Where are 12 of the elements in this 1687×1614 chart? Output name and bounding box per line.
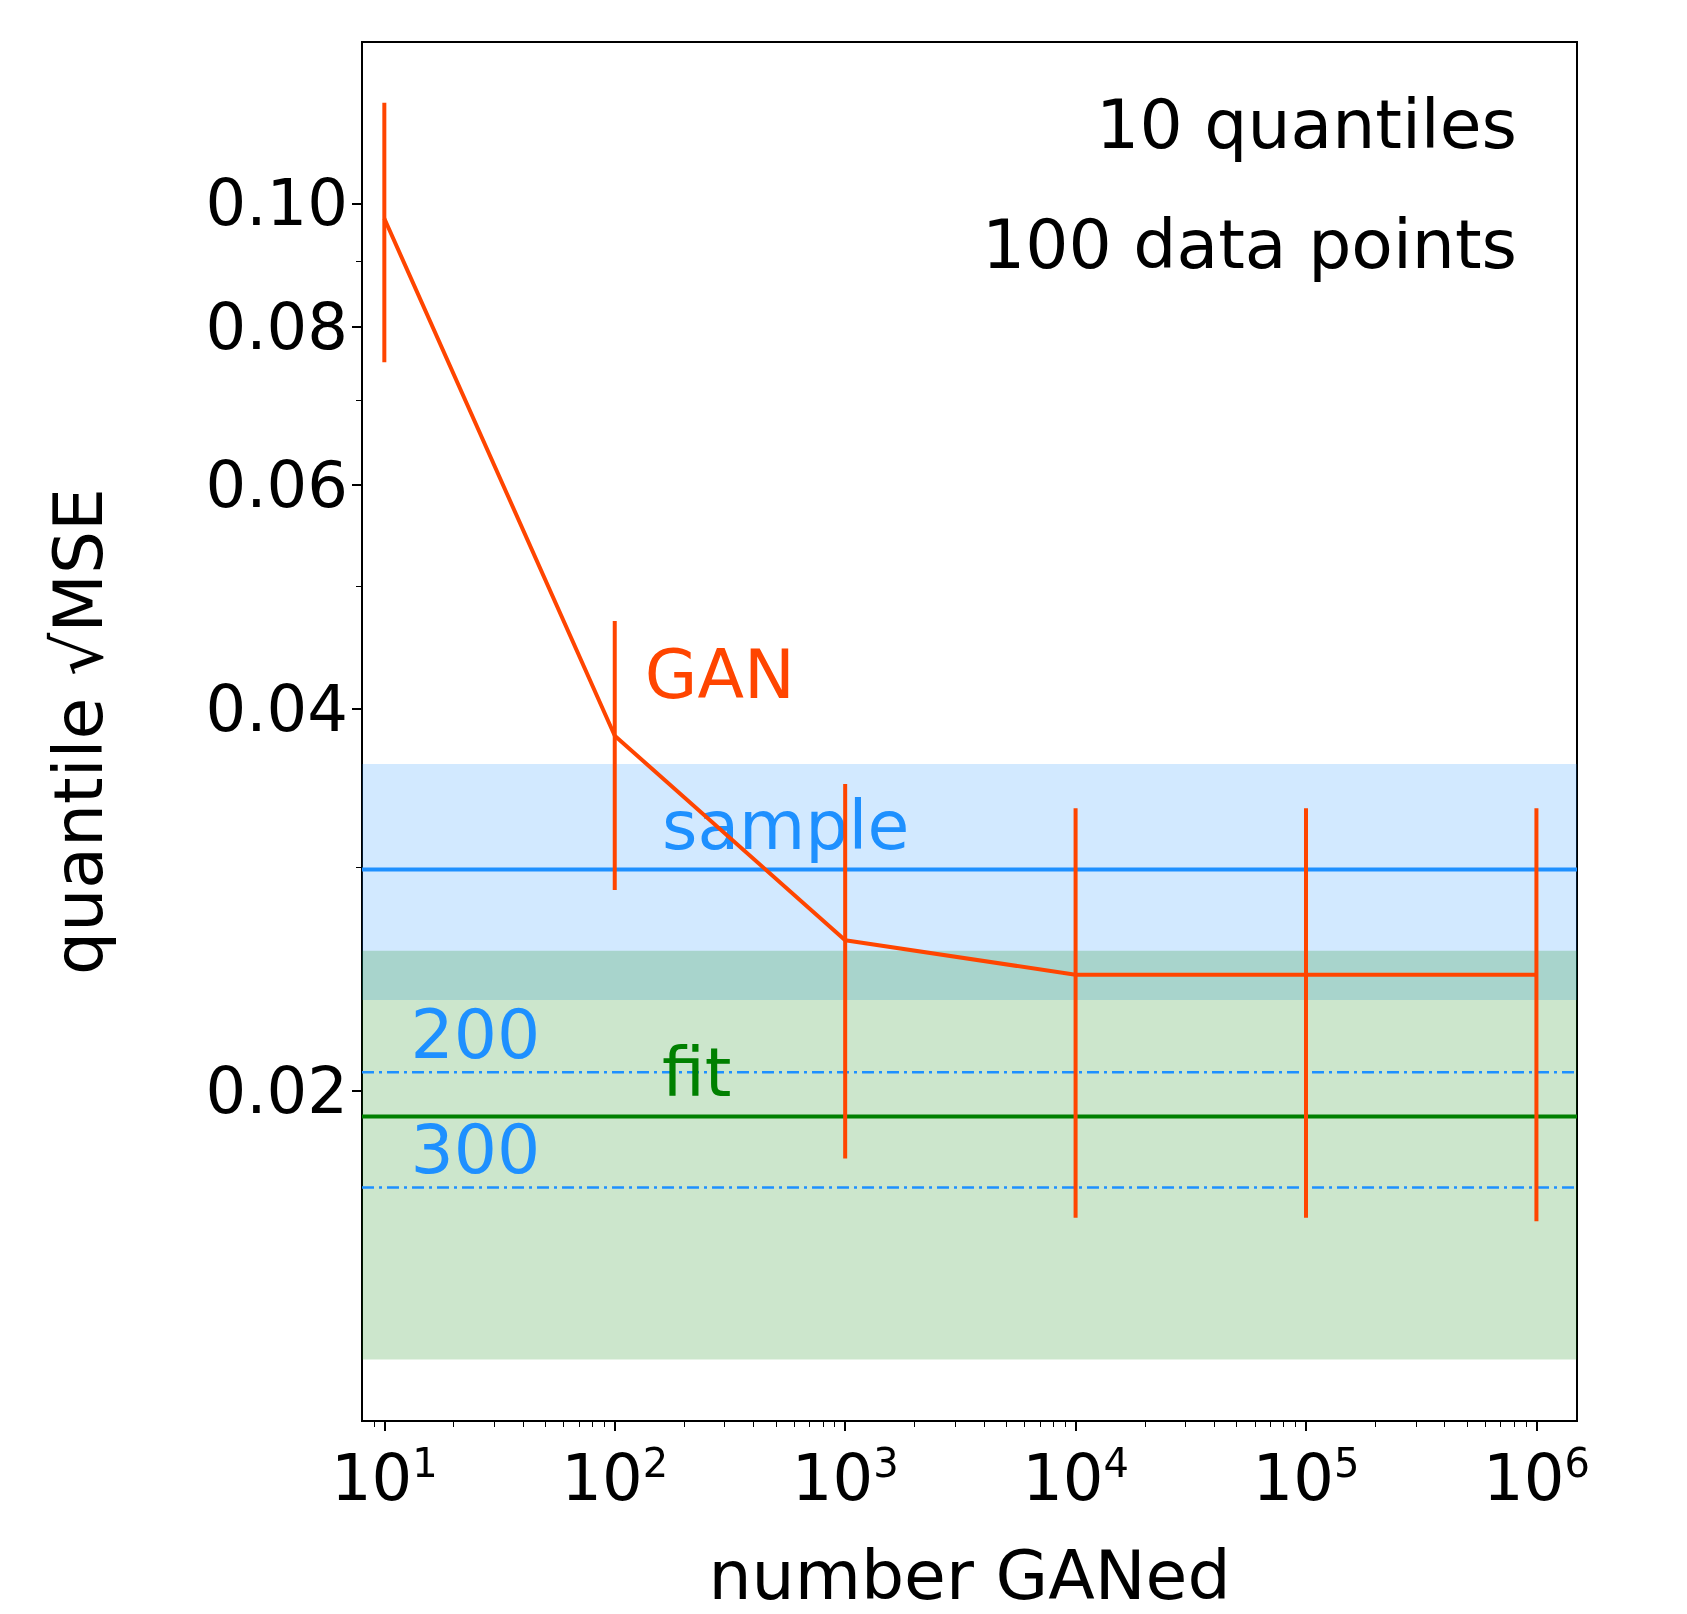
x-axis-title: number GANed — [708, 1535, 1231, 1614]
y-tick-label: 0.08 — [205, 289, 348, 364]
annotation: 10 quantiles — [1096, 84, 1518, 164]
annotation: 200 — [410, 994, 541, 1074]
y-tick-label: 0.10 — [205, 166, 348, 241]
y-tick-label: 0.02 — [205, 1054, 348, 1129]
annotation: 100 data points — [981, 204, 1518, 284]
y-axis-title: quantile √MSE — [38, 487, 118, 976]
series-label: GAN — [644, 635, 795, 715]
annotation: 300 — [410, 1109, 541, 1189]
y-tick-label: 0.06 — [205, 448, 348, 523]
y-tick-label: 0.04 — [205, 671, 348, 746]
